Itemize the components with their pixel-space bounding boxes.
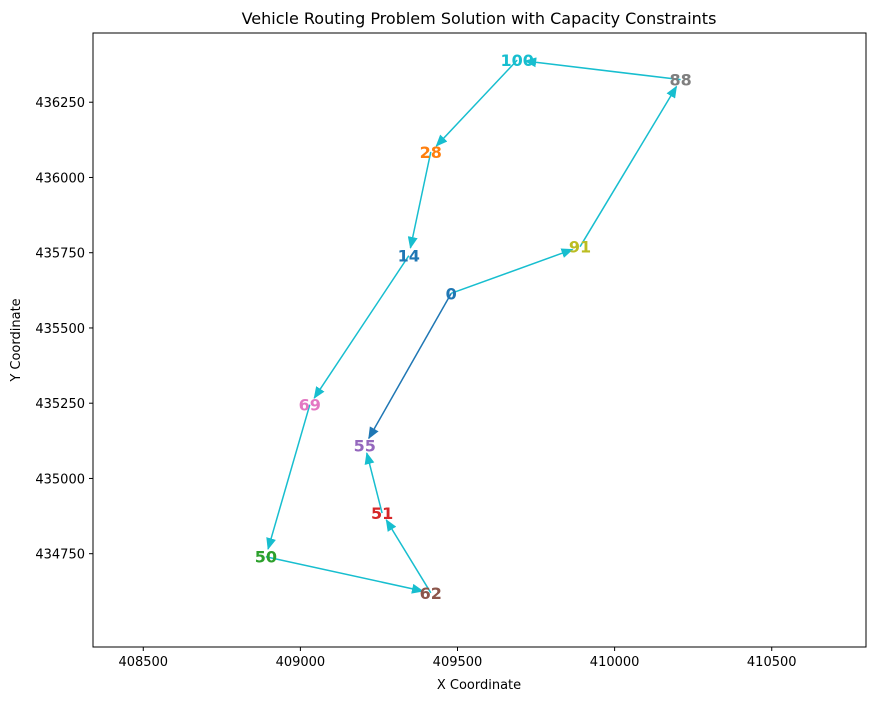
route-segment-0-9 <box>364 452 383 514</box>
node-label-50: 50 <box>255 548 277 567</box>
node-label-62: 62 <box>420 584 442 603</box>
y-tick-label: 435000 <box>35 472 85 487</box>
route-segment-0-6 <box>266 404 311 550</box>
x-tick-label: 409000 <box>276 655 326 670</box>
x-tick-label: 409500 <box>433 655 483 670</box>
node-label-100: 100 <box>501 51 534 70</box>
node-label-55: 55 <box>354 436 376 455</box>
plot-frame <box>92 32 867 648</box>
chart-title: Vehicle Routing Problem Solution with Ca… <box>242 9 717 28</box>
x-tick-label: 410500 <box>747 655 797 670</box>
x-axis-title: X Coordinate <box>437 678 521 693</box>
route-lines <box>265 57 681 594</box>
route-segment-1-0 <box>368 292 452 440</box>
y-tick-label: 434750 <box>35 548 85 563</box>
node-label-28: 28 <box>420 143 442 162</box>
route-segment-0-0 <box>450 248 574 295</box>
x-tick-label: 410000 <box>590 655 640 670</box>
route-segment-0-1 <box>579 85 678 248</box>
route-segment-0-7 <box>265 555 424 594</box>
axis-ticks: 408500 409000 409500 410000 410500 434750 4350… <box>35 96 796 670</box>
x-tick-label: 408500 <box>118 655 168 670</box>
node-label-14: 14 <box>398 247 420 266</box>
node-label-51: 51 <box>371 504 393 523</box>
route-segment-0-3 <box>435 59 518 147</box>
y-tick-label: 436000 <box>35 171 85 186</box>
y-tick-label: 436250 <box>35 96 85 111</box>
node-label-88: 88 <box>669 71 691 90</box>
node-label-0: 0 <box>446 284 457 303</box>
node-labels: 0 91 88 100 28 14 69 50 62 51 55 <box>255 51 692 603</box>
route-segment-0-5 <box>313 255 410 399</box>
node-label-91: 91 <box>569 238 591 257</box>
node-label-69: 69 <box>299 396 321 415</box>
y-axis-title: Y Coordinate <box>9 298 24 382</box>
y-tick-label: 435250 <box>35 397 85 412</box>
y-tick-label: 435500 <box>35 322 85 337</box>
y-tick-label: 435750 <box>35 247 85 262</box>
route-segment-0-4 <box>407 151 432 249</box>
route-segment-0-8 <box>385 519 432 594</box>
route-segment-0-2 <box>524 57 681 81</box>
